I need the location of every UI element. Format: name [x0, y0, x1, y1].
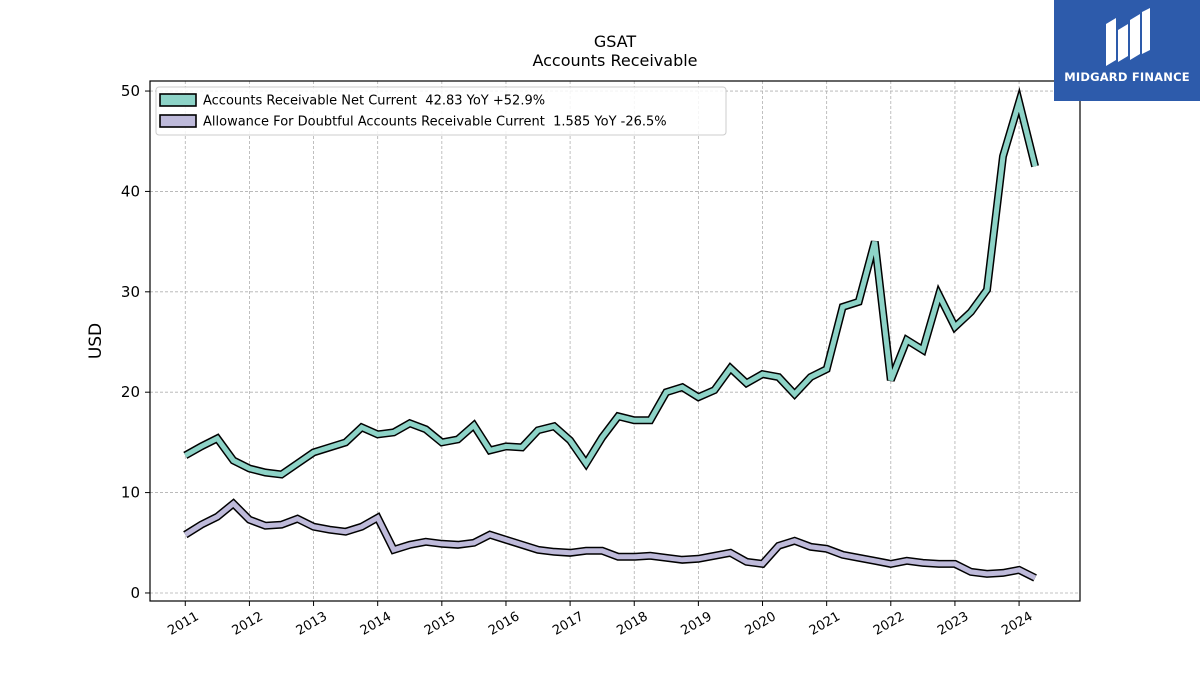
chart-title-block: GSAT Accounts Receivable — [0, 32, 1200, 70]
x-tick-label: 2014 — [358, 609, 394, 639]
x-tick-label: 2012 — [230, 609, 266, 639]
x-tick-label: 2023 — [935, 609, 971, 639]
chart-subtitle: Accounts Receivable — [532, 51, 698, 70]
logo-text: MIDGARD FINANCE — [1064, 70, 1190, 84]
plot-frame — [149, 80, 1081, 602]
brand-logo: MIDGARD FINANCE — [1054, 0, 1200, 101]
legend-box — [155, 86, 727, 136]
logo-mark-icon — [1106, 8, 1150, 66]
series-0-line — [184, 92, 1038, 478]
y-tick-label: 20 — [121, 383, 140, 401]
x-tick-label: 2024 — [999, 609, 1035, 639]
series-1-outline — [183, 498, 1037, 582]
series-1-line — [183, 500, 1037, 581]
x-tick-label: 2019 — [679, 609, 715, 639]
y-axis-label: USD — [86, 323, 106, 359]
legend-label-allowance: Allowance For Doubtful Accounts Receivab… — [203, 115, 667, 130]
x-tick-label: 2011 — [165, 609, 201, 639]
x-tick-label: 2022 — [871, 609, 907, 639]
x-tick-label: 2018 — [614, 609, 650, 639]
y-tick-label: 0 — [130, 584, 140, 602]
x-tick-label: 2020 — [743, 609, 779, 639]
series-0-outline — [183, 86, 1039, 479]
chart-title: GSAT — [593, 32, 637, 51]
x-tick-label: 2015 — [422, 609, 458, 639]
y-tick-label: 50 — [121, 82, 140, 100]
x-tick-label: 2021 — [807, 609, 843, 639]
legend: Accounts Receivable Net Current 42.83 Yo… — [155, 86, 727, 136]
legend-swatch-receivable — [159, 93, 197, 107]
x-tick-label: 2013 — [294, 609, 330, 639]
y-tick-label: 10 — [121, 484, 140, 502]
y-tick-label: 30 — [121, 283, 140, 301]
y-tick-label: 40 — [121, 182, 140, 200]
legend-label-receivable: Accounts Receivable Net Current 42.83 Yo… — [203, 94, 545, 109]
x-tick-label: 2017 — [550, 609, 586, 639]
x-tick-label: 2016 — [486, 609, 522, 639]
series-lines — [183, 86, 1039, 582]
legend-swatch-allowance — [159, 114, 197, 128]
